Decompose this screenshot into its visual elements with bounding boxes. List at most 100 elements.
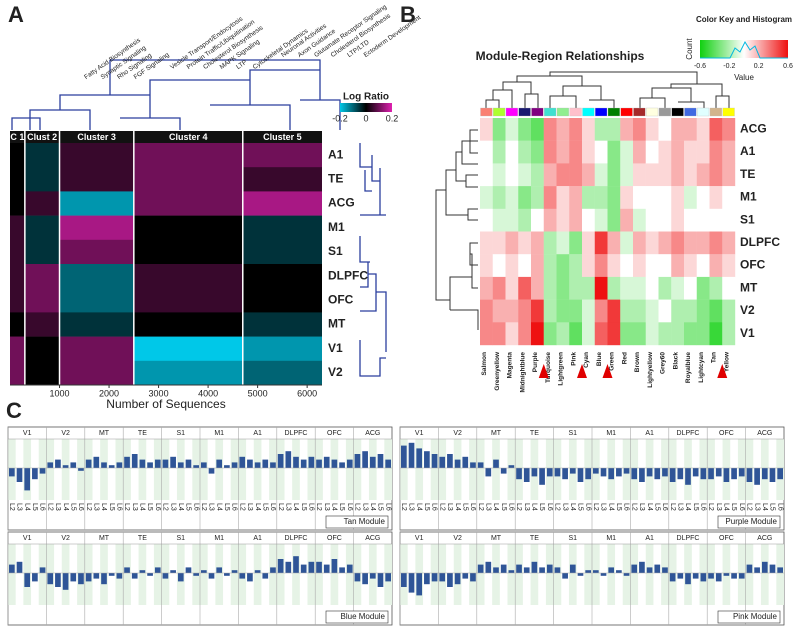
row-label: A1 xyxy=(740,144,756,158)
bar xyxy=(723,573,730,576)
heatmap-cell xyxy=(569,186,583,209)
bar xyxy=(193,465,199,468)
area-label: M1 xyxy=(214,430,224,437)
bar xyxy=(662,468,668,477)
layer-label: L2 xyxy=(46,503,53,511)
heatmap-cell xyxy=(59,312,134,337)
layer-shade xyxy=(138,439,147,500)
bar xyxy=(108,465,115,468)
color-key-xlabel: Value xyxy=(734,73,754,82)
heatmap-cell xyxy=(671,186,685,209)
heatmap-cell xyxy=(242,336,322,362)
layer-shade xyxy=(200,439,208,500)
layer-label: L5 xyxy=(461,503,468,511)
bar xyxy=(554,468,561,477)
module-color xyxy=(569,107,582,117)
heatmap-cell xyxy=(59,360,134,386)
heatmap-cell xyxy=(684,254,697,278)
heatmap-cell xyxy=(24,288,60,313)
cluster-label: Cluster 3 xyxy=(77,132,116,142)
column-label: Blue xyxy=(596,352,603,366)
heatmap-cell xyxy=(505,163,519,187)
bar xyxy=(93,456,100,468)
area-label: TE xyxy=(138,430,147,437)
bar xyxy=(323,564,330,573)
heatmap-cell xyxy=(59,264,134,289)
bar xyxy=(32,573,38,582)
bar xyxy=(78,468,84,471)
layer-label: L2 xyxy=(123,503,130,511)
bar xyxy=(70,462,77,468)
bar xyxy=(424,573,430,585)
heatmap-cell xyxy=(518,163,532,187)
heatmap-cell xyxy=(620,208,634,232)
column-label: Turquoise xyxy=(545,352,552,383)
layer-shade xyxy=(661,544,669,605)
bar xyxy=(331,459,338,468)
layer-label: L6 xyxy=(77,503,84,511)
bar xyxy=(715,468,722,477)
bar xyxy=(493,567,499,573)
bar xyxy=(439,573,446,582)
layer-shade xyxy=(368,439,377,500)
heatmap-cell xyxy=(671,118,685,141)
bar xyxy=(147,462,153,468)
layer-shade xyxy=(645,544,654,605)
heatmap-cell xyxy=(133,264,243,289)
bar xyxy=(608,468,615,480)
bar xyxy=(116,462,123,468)
bar xyxy=(616,570,622,573)
bar xyxy=(339,567,345,573)
row-label: OFC xyxy=(740,258,766,272)
bar xyxy=(569,468,576,474)
area-label: ACG xyxy=(757,535,772,542)
heatmap-cell xyxy=(671,299,685,323)
heatmap-cell xyxy=(582,163,595,187)
bar xyxy=(177,573,184,582)
heatmap-cell xyxy=(645,299,659,323)
area-label: TE xyxy=(530,430,539,437)
heatmap-cell xyxy=(531,140,544,164)
heatmap-cell xyxy=(242,143,322,168)
bar xyxy=(254,462,261,468)
color-key xyxy=(700,40,788,58)
bar xyxy=(300,564,307,573)
heatmap-cell xyxy=(543,163,557,187)
layer-shade xyxy=(507,544,516,605)
heatmap-cell xyxy=(556,254,570,278)
layer-label: L2 xyxy=(315,503,322,511)
layer-label: L4 xyxy=(684,503,691,511)
bar xyxy=(277,454,284,468)
layer-label: L5 xyxy=(69,503,76,511)
bar xyxy=(523,468,530,482)
heatmap-cell xyxy=(722,322,736,346)
x-tick-label: 5000 xyxy=(248,388,268,398)
layer-shade xyxy=(345,544,354,605)
layer-label: L3 xyxy=(753,503,760,511)
column-label: Grey60 xyxy=(660,352,667,374)
row-label: V2 xyxy=(328,365,343,379)
heatmap-cell xyxy=(607,322,621,346)
heatmap-cell xyxy=(684,118,697,141)
heatmap-cell xyxy=(518,322,532,346)
heatmap-cell xyxy=(492,118,506,141)
heatmap-cell xyxy=(492,276,506,300)
module-color xyxy=(697,107,710,117)
heatmap-cell xyxy=(556,231,570,255)
layer-label: L3 xyxy=(16,503,23,511)
bar xyxy=(623,468,630,474)
area-label: V2 xyxy=(453,535,462,542)
area-label: ACG xyxy=(757,430,772,437)
heatmap-cell xyxy=(645,231,659,255)
heatmap-cell xyxy=(10,312,25,337)
layer-label: L3 xyxy=(92,503,99,511)
bar xyxy=(508,570,515,573)
bar xyxy=(424,451,430,468)
bar xyxy=(124,567,130,573)
heatmap-cell xyxy=(133,143,243,168)
dendrogram xyxy=(11,59,341,130)
heatmap-cell xyxy=(543,276,557,300)
column-label: Lightyellow xyxy=(647,351,654,388)
area-label: MT xyxy=(99,430,110,437)
module-color xyxy=(480,107,493,117)
